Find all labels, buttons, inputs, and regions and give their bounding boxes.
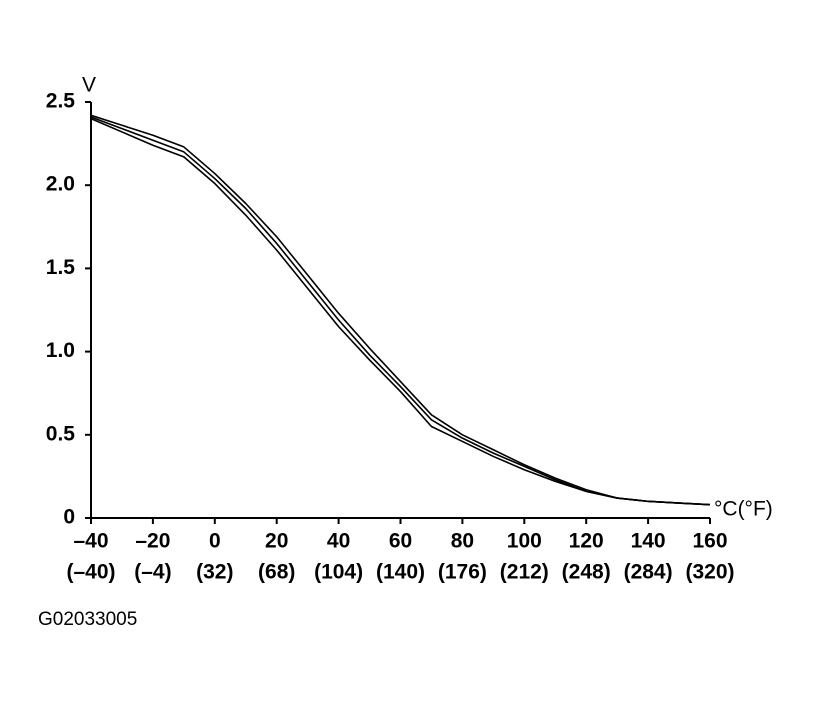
x-tick-secondary-label: (320) xyxy=(685,561,734,584)
x-tick-secondary-label: (248) xyxy=(562,561,611,584)
y-axis-label: V xyxy=(82,74,96,97)
x-tick-secondary-label: (32) xyxy=(196,561,233,584)
x-tick-label: 160 xyxy=(692,530,727,553)
x-axis-label: °C(°F) xyxy=(714,498,773,521)
x-tick-label: –40 xyxy=(73,530,108,553)
x-tick-secondary-label: (68) xyxy=(258,561,295,584)
x-tick-label: 0 xyxy=(209,530,221,553)
x-tick-label: 140 xyxy=(631,530,666,553)
x-tick-secondary-label: (140) xyxy=(376,561,425,584)
x-tick-label: 60 xyxy=(389,530,412,553)
x-tick-label: 100 xyxy=(507,530,542,553)
x-tick-secondary-label: (–40) xyxy=(66,561,115,584)
x-tick-secondary-label: (284) xyxy=(624,561,673,584)
curve xyxy=(90,117,711,506)
curve xyxy=(90,114,711,506)
curve xyxy=(90,116,711,506)
x-tick-label: 80 xyxy=(451,530,474,553)
x-tick-label: –20 xyxy=(135,530,170,553)
x-tick-label: 20 xyxy=(265,530,288,553)
x-tick-secondary-label: (212) xyxy=(500,561,549,584)
y-tick-label: 0 xyxy=(63,506,75,529)
figure-id: G02033005 xyxy=(38,609,137,630)
x-tick-secondary-label: (104) xyxy=(314,561,363,584)
y-tick-label: 1.5 xyxy=(46,256,76,279)
x-tick-label: 40 xyxy=(327,530,350,553)
x-tick-label: 120 xyxy=(569,530,604,553)
y-tick-label: 2.5 xyxy=(46,90,76,113)
y-tick-label: 1.0 xyxy=(46,339,75,362)
y-tick-label: 0.5 xyxy=(46,422,76,445)
x-tick-secondary-label: (–4) xyxy=(134,561,171,584)
x-tick-secondary-label: (176) xyxy=(438,561,487,584)
y-tick-label: 2.0 xyxy=(46,173,75,196)
